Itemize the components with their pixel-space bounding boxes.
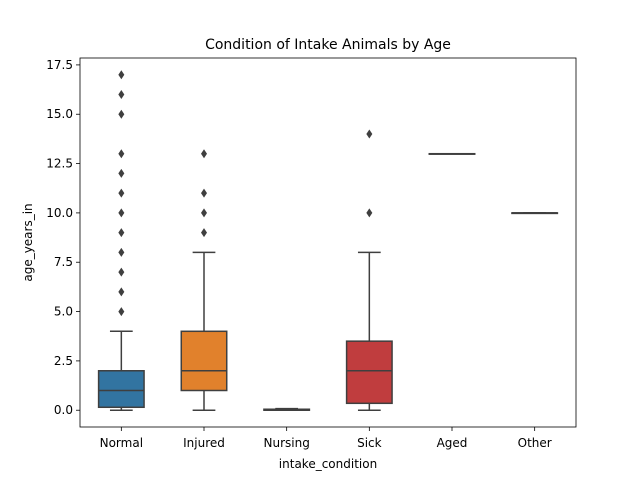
outlier-point: [201, 149, 207, 159]
outlier-point: [118, 90, 125, 100]
x-tick-label: Normal: [100, 436, 143, 450]
outlier-point: [366, 129, 373, 139]
outlier-point: [118, 70, 125, 80]
x-tick-label: Aged: [437, 436, 468, 450]
outlier-point: [366, 208, 373, 218]
x-tick-label: Injured: [183, 436, 225, 450]
outlier-point: [118, 188, 125, 198]
x-tick-label: Other: [518, 436, 552, 450]
y-tick-label: 10.0: [46, 206, 73, 220]
outlier-point: [201, 188, 207, 198]
plot-frame: [79, 57, 577, 428]
y-tick-label: 2.5: [54, 354, 73, 368]
y-tick-label: 12.5: [46, 157, 73, 171]
box-group-nursing: [263, 407, 311, 411]
x-axis-label: intake_condition: [279, 457, 377, 471]
y-tick-label: 5.0: [54, 305, 73, 319]
chart-title: Condition of Intake Animals by Age: [205, 37, 451, 53]
outlier-point: [201, 208, 207, 218]
box-group-normal: [97, 70, 145, 411]
outlier-point: [118, 287, 125, 297]
outlier-point: [118, 307, 125, 317]
box: [97, 370, 145, 409]
x-tick-label: Sick: [357, 436, 382, 450]
outlier-point: [201, 228, 207, 238]
box-group-aged: [428, 152, 476, 155]
outlier-point: [118, 109, 125, 119]
box-group-sick: [345, 129, 393, 411]
y-tick-label: 7.5: [54, 255, 73, 269]
y-tick-label: 15.0: [46, 107, 73, 121]
box-group-other: [511, 212, 559, 215]
outlier-point: [118, 247, 125, 257]
outlier-point: [118, 267, 125, 277]
outlier-point: [118, 208, 125, 218]
x-axis: Normal Injured Nursing Sick Aged Other: [100, 427, 552, 450]
outlier-point: [118, 168, 125, 178]
y-tick-label: 17.5: [46, 58, 73, 72]
x-tick-label: Nursing: [264, 436, 310, 450]
y-tick-label: 0.0: [54, 403, 73, 417]
outlier-point: [118, 228, 125, 238]
box-group-injured: [180, 149, 228, 411]
y-axis-label: age_years_in: [21, 203, 35, 281]
y-axis: 0.0 2.5 5.0 7.5 10.0 12.5 15.0 17.5: [46, 58, 80, 417]
plot-area: [97, 70, 559, 411]
box: [345, 340, 393, 405]
box: [180, 330, 228, 392]
outlier-point: [118, 149, 125, 159]
